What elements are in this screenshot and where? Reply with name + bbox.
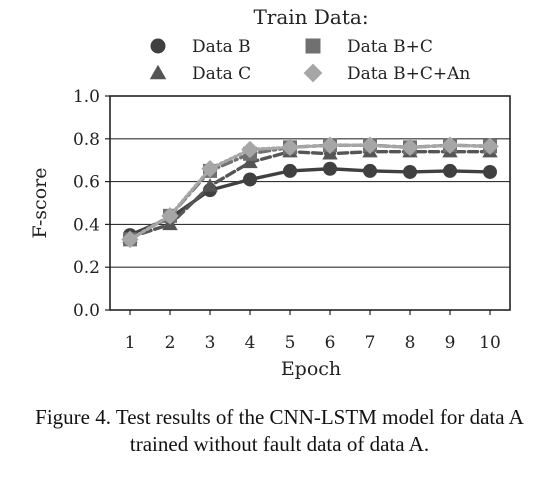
- x-tick-label-1: 2: [165, 333, 176, 353]
- x-axis-label: Epoch: [281, 358, 341, 380]
- legend-label-0: Data B: [192, 37, 251, 57]
- legend-label-3: Data B+C+An: [347, 64, 470, 84]
- y-tick-label-1: 0.2: [73, 258, 100, 278]
- data-point-0-6: [363, 163, 377, 178]
- y-axis-label: F-score: [29, 168, 51, 239]
- legend-marker-0: [150, 38, 166, 54]
- data-point-1-2: [202, 178, 218, 192]
- data-point-0-7: [403, 164, 417, 179]
- legend-title: Train Data:: [253, 5, 368, 29]
- series-line-2: [128, 143, 492, 242]
- data-point-3-3: [241, 140, 259, 159]
- data-point-3-9: [481, 137, 499, 156]
- axis-ticks: 0.0 0.2 0.4 0.6 0.8 1.0 1 2 3 4 5 6 7 8 9 10: [73, 87, 501, 353]
- x-tick-label-4: 5: [285, 333, 296, 353]
- y-tick-label-2: 0.4: [73, 215, 100, 235]
- y-tick-label-4: 0.8: [73, 130, 100, 150]
- data-point-0-8: [443, 163, 457, 178]
- y-tick-label-5: 1.0: [73, 87, 100, 107]
- chart: Train Data: Data B Data C Data B+C Data B+C…: [29, 5, 511, 380]
- series-line-1: [128, 149, 492, 239]
- data-point-0-9: [483, 164, 497, 179]
- data-point-1-3: [242, 154, 258, 169]
- data-point-0-4: [283, 163, 297, 178]
- x-tick-label-2: 3: [205, 333, 216, 353]
- legend-label-1: Data C: [192, 64, 251, 84]
- x-tick-label-6: 7: [365, 333, 376, 353]
- legend-marker-3: [303, 63, 323, 83]
- legend-label-2: Data B+C: [347, 37, 433, 57]
- caption-line-2: trained without fault data of data A.: [129, 432, 430, 456]
- data-point-3-8: [441, 136, 459, 154]
- x-tick-label-3: 4: [245, 333, 256, 353]
- data-point-3-0: [121, 230, 139, 249]
- legend: Data B Data C Data B+C Data B+C+An: [149, 37, 470, 84]
- plot-area-frame: [109, 95, 511, 311]
- series-0: [123, 161, 497, 243]
- series-line-3: [128, 143, 492, 242]
- data-point-0-5: [323, 161, 337, 176]
- series-3: [121, 136, 499, 249]
- grid: [110, 138, 510, 268]
- y-tick-label-3: 0.6: [73, 173, 100, 193]
- data-point-3-4: [281, 138, 299, 157]
- legend-marker-2: [305, 38, 321, 54]
- series-layer: [121, 136, 499, 249]
- figure-caption: Figure 4. Test results of the CNN-LSTM m…: [0, 404, 559, 458]
- data-point-3-5: [321, 136, 339, 154]
- data-point-0-3: [243, 172, 257, 187]
- legend-marker-1: [149, 64, 167, 80]
- x-tick-label-7: 8: [405, 333, 416, 353]
- data-point-3-6: [361, 136, 379, 154]
- x-tick-label-0: 1: [125, 333, 136, 353]
- x-tick-label-5: 6: [325, 333, 336, 353]
- data-point-3-7: [401, 138, 419, 157]
- series-2: [123, 138, 497, 247]
- data-point-3-1: [161, 207, 179, 225]
- x-tick-label-9: 10: [479, 333, 501, 353]
- x-tick-label-8: 9: [445, 333, 456, 353]
- series-1: [122, 143, 498, 244]
- caption-line-1: Figure 4. Test results of the CNN-LSTM m…: [35, 405, 524, 429]
- y-tick-label-0: 0.0: [73, 301, 100, 321]
- data-point-3-2: [201, 160, 219, 178]
